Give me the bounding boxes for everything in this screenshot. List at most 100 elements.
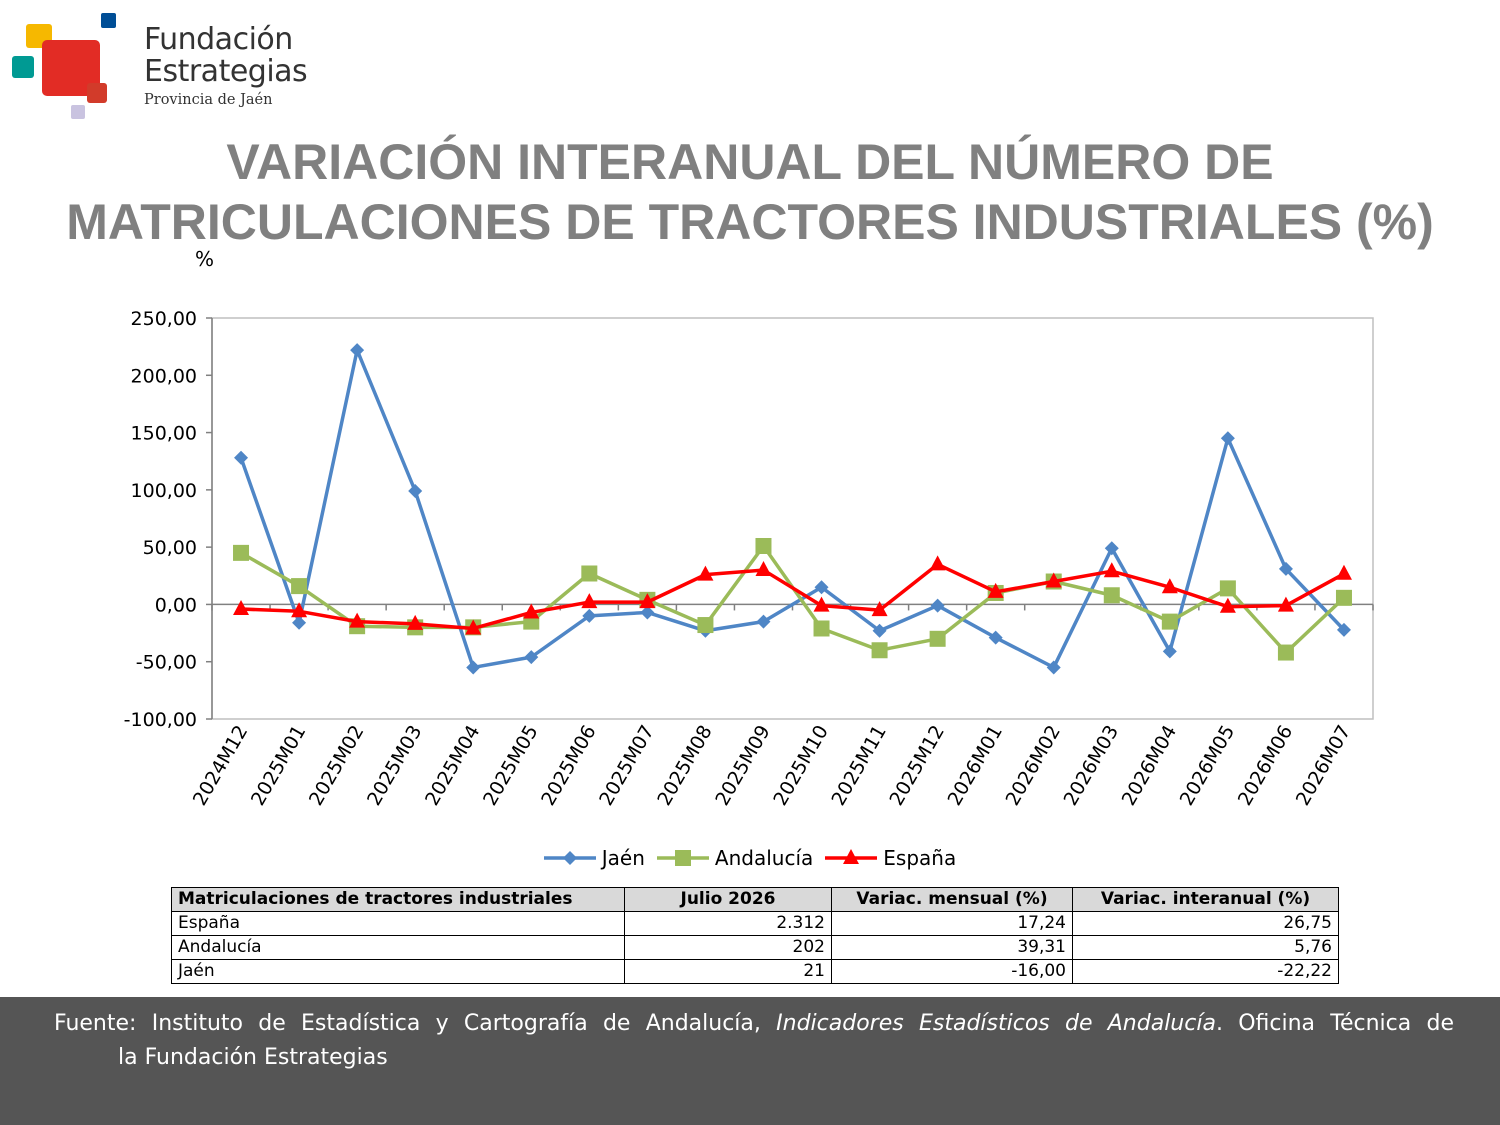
data-point-andalucia [1335,589,1352,606]
x-tick-label: 2025M11 [827,722,891,810]
logo-text: Fundación Estrategias Provincia de Jaén [144,22,308,109]
data-point-espana [697,565,714,581]
data-point-andalucia [929,630,946,647]
data-point-espana [987,582,1004,598]
logo-line3: Provincia de Jaén [144,92,273,108]
footer: Fuente: Instituto de Estadística y Carto… [0,997,1500,1125]
plot-area-frame [211,317,1374,720]
table-cell: 26,75 [1072,911,1339,936]
x-tick-label: 2025M04 [421,722,485,810]
data-point-jaen [756,614,771,629]
legend-swatch [543,851,596,865]
line-chart: 250,00 200,00 150,00 100,00 50,00 0,00 -50,00 -… [124,308,1374,810]
table-header-cell: Variac. mensual (%) [831,887,1073,912]
series-line-andalucia [240,544,1346,655]
data-point-jaen [1046,660,1061,675]
x-tick-label: 2026M05 [1176,722,1240,810]
table-cell: España [171,911,625,936]
data-point-espana [1161,578,1178,594]
table-header-cell: Julio 2026 [624,887,832,912]
x-tick-label: 2025M02 [305,722,369,810]
x-tick-label: 2025M03 [363,722,427,810]
x-tick-label: 2025M07 [595,722,659,810]
data-point-andalucia [755,537,772,554]
logo: Fundación Estrategias Provincia de Jaén [10,10,320,122]
legend-label: Jaén [601,846,645,870]
logo-square-red-small [87,83,107,103]
y-tick-label: 0,00 [155,594,197,616]
logo-line1: Fundación [144,22,293,57]
x-tick-label: 2026M02 [1002,722,1066,810]
data-point-jaen [872,623,887,638]
data-point-espana [1219,597,1236,613]
x-tick-label: 2025M09 [711,722,775,810]
legend-swatch [825,849,878,864]
x-tick-label: 2025M12 [885,722,949,810]
data-point-jaen [930,598,945,613]
table-header-row: Matriculaciones de tractores industriale… [171,887,1339,912]
logo-line2: Estrategias [144,54,308,89]
data-point-espana [523,603,540,619]
data-point-andalucia [1277,644,1294,661]
table-header-cell: Matriculaciones de tractores industriale… [171,887,625,912]
data-point-jaen [1336,622,1351,637]
data-point-jaen [988,630,1003,645]
data-point-espana [1277,596,1294,612]
table-row: Jaén 21 -16,00 -22,22 [171,959,1339,984]
x-tick-label: 2025M05 [479,722,543,810]
page-title: VARIACIÓN INTERANUAL DEL NÚMERO DE MATRI… [0,132,1500,252]
data-point-espana [755,561,772,577]
y-tick-label: -50,00 [136,652,197,674]
y-tick-label: -100,00 [124,709,197,731]
data-point-espana [465,619,482,635]
data-point-jaen [350,343,365,358]
data-point-jaen [814,580,829,595]
table-cell: 5,76 [1072,935,1339,960]
data-point-jaen [1104,541,1119,556]
table-cell: 2.312 [624,911,832,936]
table-cell: 21 [624,959,832,984]
data-point-jaen [292,615,307,630]
table-header-cell: Variac. interanual (%) [1072,887,1339,912]
legend-item-jaen: Jaén [543,846,645,870]
y-tick-label: 200,00 [131,365,197,387]
data-point-jaen [582,608,597,623]
table-cell: 202 [624,935,832,960]
x-tick-label: 2025M06 [537,722,601,810]
x-tick-label: 2026M06 [1234,722,1298,810]
y-tick-label: 250,00 [131,308,197,330]
data-point-jaen [640,605,655,620]
data-point-andalucia [813,620,830,637]
data-point-espana [1045,572,1062,588]
data-point-andalucia [871,642,888,659]
table-cell: Andalucía [171,935,625,960]
data-point-espana [233,600,250,616]
data-point-espana [407,614,424,630]
data-point-andalucia [1219,580,1236,597]
series-line-jaen [239,348,1346,670]
source-prefix: Fuente: Instituto de Estadística y Carto… [54,1011,777,1036]
data-point-espana [291,602,308,618]
series-line-espana [240,562,1345,631]
data-point-espana [581,593,598,609]
logo-square-blue [101,13,116,28]
data-point-andalucia [697,617,714,634]
table-cell: 17,24 [831,911,1073,936]
data-point-espana [1335,564,1352,580]
data-point-jaen [1278,561,1293,576]
table-cell: 39,31 [831,935,1073,960]
source-italic: Indicadores Estadísticos de Andalucía [776,1011,1216,1036]
x-tick-label: 2025M08 [653,722,717,810]
data-point-espana [929,555,946,571]
x-tick-label: 2026M03 [1060,722,1124,810]
logo-square-teal [12,56,34,78]
legend-label: Andalucía [714,846,814,870]
table-cell: -22,22 [1072,959,1339,984]
legend-item-andalucia: Andalucía [656,846,814,870]
data-point-jaen [524,650,539,665]
data-point-andalucia [581,565,598,582]
y-unit-label: % [195,247,215,271]
legend-label: España [883,846,957,870]
data-point-jaen [234,450,249,465]
logo-square-lilac [71,105,85,119]
